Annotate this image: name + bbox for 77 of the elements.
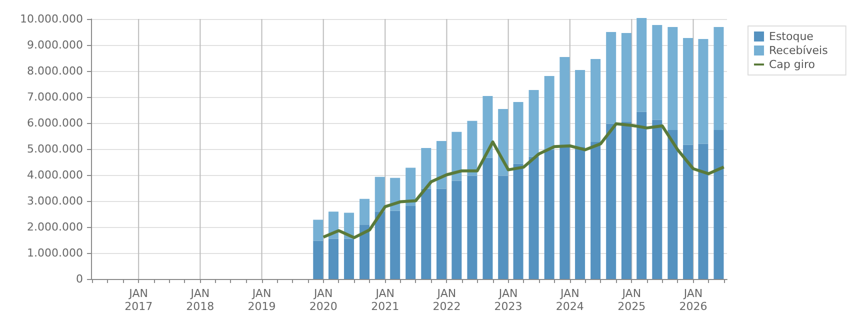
bar <box>652 120 662 279</box>
y-tick-label: 2.000.000 <box>27 220 83 234</box>
bar <box>698 144 708 279</box>
bar <box>482 158 493 279</box>
legend-label: Recebíveis <box>769 44 828 57</box>
bar <box>590 142 601 279</box>
bar <box>498 176 508 279</box>
bar <box>421 148 432 189</box>
bar <box>683 144 694 279</box>
bar <box>668 130 678 279</box>
bar <box>621 122 632 279</box>
bar <box>374 212 385 279</box>
bar <box>390 210 400 279</box>
bar <box>513 102 524 164</box>
legend-label: Cap giro <box>769 58 816 71</box>
bar <box>406 206 416 279</box>
bar <box>390 178 400 211</box>
y-tick-label: 9.000.000 <box>27 38 83 52</box>
bar <box>467 176 478 279</box>
y-tick-label: 7.000.000 <box>27 90 83 104</box>
bar <box>374 176 385 212</box>
bar <box>513 164 524 279</box>
bar <box>606 124 616 279</box>
bar <box>652 24 662 120</box>
y-tick-label: 1.000.000 <box>27 246 83 260</box>
bar <box>544 150 554 279</box>
bar <box>621 33 632 122</box>
bar <box>406 168 416 206</box>
y-tick-label: 4.000.000 <box>27 168 83 182</box>
x-tick-label: JAN 2025 <box>618 287 646 313</box>
bar <box>575 70 586 147</box>
bar <box>313 240 324 279</box>
bar <box>683 38 694 145</box>
y-tick-label: 6.000.000 <box>27 116 83 130</box>
bar <box>452 132 462 181</box>
bar <box>575 146 586 279</box>
bar <box>498 108 508 176</box>
bar <box>698 39 708 144</box>
bar <box>344 238 354 279</box>
x-tick-label: JAN 2017 <box>124 287 153 313</box>
bar <box>421 188 432 279</box>
x-tick-label: JAN 2022 <box>432 287 461 313</box>
bar <box>606 32 616 124</box>
bar <box>360 224 370 279</box>
bar <box>528 90 539 157</box>
bar <box>360 198 370 225</box>
bar <box>560 56 570 146</box>
y-tick-label: 0 <box>76 272 83 286</box>
x-tick-label: JAN 2021 <box>371 287 400 313</box>
x-tick-label: JAN 2018 <box>186 287 214 313</box>
x-tick-label: JAN 2019 <box>248 287 276 313</box>
bar <box>636 112 647 279</box>
bar <box>590 59 601 142</box>
bar <box>528 156 539 279</box>
y-tick-label: 10.000.000 <box>20 12 83 26</box>
bar <box>714 130 724 279</box>
bar <box>436 140 446 189</box>
bar <box>467 120 478 176</box>
bar <box>328 238 338 279</box>
x-tick-label: JAN 2023 <box>494 287 522 313</box>
x-tick-label: JAN 2024 <box>556 287 584 313</box>
x-tick-label: JAN 2026 <box>679 287 708 313</box>
legend-label: Estoque <box>769 30 814 43</box>
y-tick-label: 3.000.000 <box>27 194 83 208</box>
bar <box>668 27 678 130</box>
bar <box>452 180 462 279</box>
bar <box>482 96 493 158</box>
bar <box>544 76 554 150</box>
y-tick-label: 8.000.000 <box>27 64 83 78</box>
bar <box>560 146 570 279</box>
y-tick-label: 5.000.000 <box>27 142 83 156</box>
bar <box>636 18 647 112</box>
bar <box>714 27 724 130</box>
x-tick-label: JAN 2020 <box>309 287 338 313</box>
bar <box>436 188 446 279</box>
bar <box>313 220 324 241</box>
line-series <box>322 122 726 240</box>
